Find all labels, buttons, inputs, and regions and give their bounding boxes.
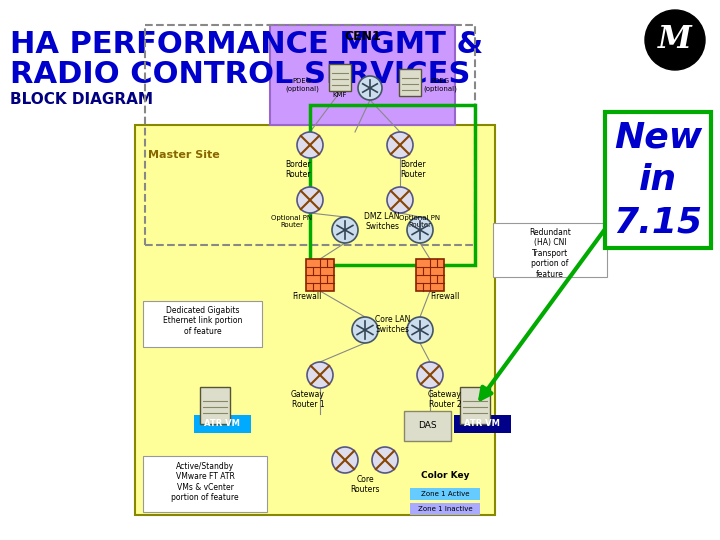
FancyBboxPatch shape xyxy=(143,301,262,347)
Text: Optional PN
Router: Optional PN Router xyxy=(400,215,441,228)
Text: DMZ LAN
Switches: DMZ LAN Switches xyxy=(364,212,400,232)
FancyBboxPatch shape xyxy=(200,387,230,423)
Circle shape xyxy=(407,217,433,243)
FancyBboxPatch shape xyxy=(410,488,480,500)
FancyBboxPatch shape xyxy=(416,259,444,291)
FancyBboxPatch shape xyxy=(460,387,490,423)
Circle shape xyxy=(407,317,433,343)
Text: Dedicated Gigabits
Ethernet link portion
of feature: Dedicated Gigabits Ethernet link portion… xyxy=(163,306,243,336)
FancyBboxPatch shape xyxy=(143,456,267,512)
Text: Border
Router: Border Router xyxy=(400,160,426,179)
Text: HA PERFORMANCE MGMT &: HA PERFORMANCE MGMT & xyxy=(10,30,483,59)
FancyBboxPatch shape xyxy=(194,415,251,433)
Text: New
in
7.15: New in 7.15 xyxy=(613,121,703,239)
Text: CEN1: CEN1 xyxy=(344,30,381,43)
Text: Gateway
Router 2: Gateway Router 2 xyxy=(428,390,462,409)
Text: KMF: KMF xyxy=(333,92,347,98)
Text: Core LAN
Switches: Core LAN Switches xyxy=(375,315,410,334)
Text: Gateway
Router 1: Gateway Router 1 xyxy=(291,390,325,409)
FancyBboxPatch shape xyxy=(605,112,711,248)
Circle shape xyxy=(372,447,398,473)
FancyBboxPatch shape xyxy=(399,69,421,96)
FancyBboxPatch shape xyxy=(493,223,607,277)
Text: Firewall: Firewall xyxy=(292,292,322,301)
Circle shape xyxy=(297,132,323,158)
Circle shape xyxy=(417,362,443,388)
FancyBboxPatch shape xyxy=(329,64,351,91)
Text: RADIO CONTROL SERVICES: RADIO CONTROL SERVICES xyxy=(10,60,470,89)
Circle shape xyxy=(297,187,323,213)
Text: Master Site: Master Site xyxy=(148,150,220,160)
Text: DAS: DAS xyxy=(418,422,436,430)
Circle shape xyxy=(358,76,382,100)
Text: PDEG
(optional): PDEG (optional) xyxy=(285,78,319,92)
FancyBboxPatch shape xyxy=(306,259,334,291)
Text: Zone 1 Inactive: Zone 1 Inactive xyxy=(418,506,472,512)
Text: Core
Routers: Core Routers xyxy=(350,475,379,495)
FancyBboxPatch shape xyxy=(270,25,455,125)
Circle shape xyxy=(307,362,333,388)
Text: M: M xyxy=(658,24,692,56)
Text: Border
Router: Border Router xyxy=(285,160,311,179)
FancyBboxPatch shape xyxy=(404,411,451,441)
Text: Optional PN
Router: Optional PN Router xyxy=(271,215,312,228)
Text: PDEG
(optional): PDEG (optional) xyxy=(423,78,457,92)
Circle shape xyxy=(387,132,413,158)
Circle shape xyxy=(332,447,358,473)
FancyBboxPatch shape xyxy=(135,125,495,515)
Text: Active/Standby
VMware FT ATR
VMs & vCenter
portion of feature: Active/Standby VMware FT ATR VMs & vCent… xyxy=(171,462,239,502)
FancyBboxPatch shape xyxy=(454,415,511,433)
Circle shape xyxy=(387,187,413,213)
Text: ATR VM: ATR VM xyxy=(204,420,240,429)
Circle shape xyxy=(332,217,358,243)
Text: Zone 1 Active: Zone 1 Active xyxy=(420,491,469,497)
Text: Firewall: Firewall xyxy=(431,292,459,301)
Text: ATR VM: ATR VM xyxy=(464,420,500,429)
Text: BLOCK DIAGRAM: BLOCK DIAGRAM xyxy=(10,92,153,107)
Circle shape xyxy=(352,317,378,343)
FancyBboxPatch shape xyxy=(410,503,480,515)
Text: Color Key: Color Key xyxy=(420,471,469,480)
Circle shape xyxy=(645,10,705,70)
Text: Redundant
(HA) CNI
Transport
portion of
feature: Redundant (HA) CNI Transport portion of … xyxy=(529,228,571,279)
